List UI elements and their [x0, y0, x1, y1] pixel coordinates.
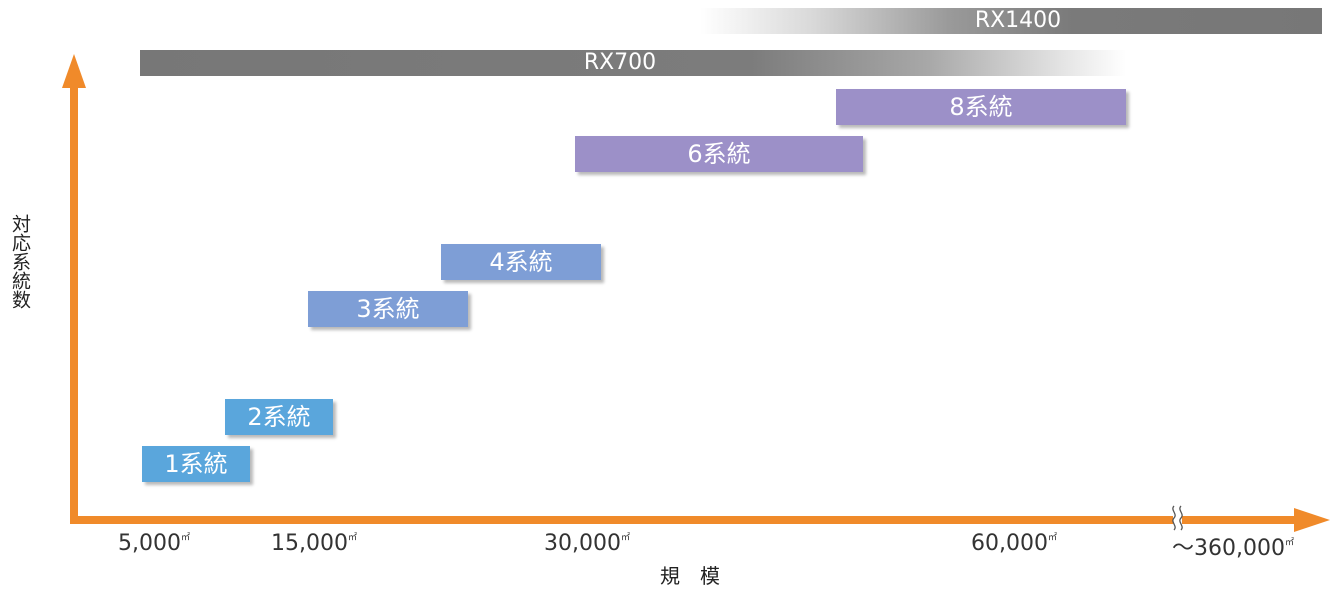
rx1400-range-bar: RX1400 [700, 8, 1322, 34]
x-tick-60000-unit: ㎡ [1047, 533, 1057, 543]
rx700-range-bar: RX700 [140, 50, 1126, 76]
x-tick-30000-value: 30,000 [544, 531, 621, 556]
x-tick-60000: 60,000㎡ [971, 530, 1057, 556]
x-axis-title: 規模 [660, 564, 740, 588]
system-box-1: 1系統 [142, 446, 250, 482]
x-axis-line [70, 516, 1298, 524]
x-tick-5000-unit: ㎡ [180, 533, 190, 543]
x-tick-30000-unit: ㎡ [620, 533, 630, 543]
x-tick-30000: 30,000㎡ [544, 530, 630, 556]
x-tick-60000-value: 60,000 [971, 531, 1048, 556]
axis-break-icon [1172, 505, 1183, 534]
system-box-6: 6系統 [575, 136, 863, 172]
system-box-8: 8系統 [836, 89, 1126, 125]
rx1400-label: RX1400 [974, 8, 1062, 33]
x-tick-360000-value: ～360,000 [1172, 536, 1285, 561]
x-tick-15000-value: 15,000 [271, 531, 348, 556]
y-axis-arrow-icon [62, 54, 86, 88]
x-tick-15000: 15,000㎡ [271, 530, 357, 556]
x-tick-5000-value: 5,000 [118, 531, 181, 556]
system-box-2: 2系統 [225, 399, 333, 435]
system-box-4: 4系統 [441, 244, 601, 280]
x-tick-15000-unit: ㎡ [347, 533, 357, 543]
y-axis-line [70, 78, 78, 524]
rx700-label: RX700 [583, 50, 657, 75]
x-axis-arrow-icon [1294, 508, 1330, 532]
x-tick-360000: ～360,000㎡ [1172, 530, 1294, 562]
x-tick-360000-unit: ㎡ [1284, 538, 1294, 548]
x-tick-5000: 5,000㎡ [118, 530, 190, 556]
system-box-3: 3系統 [308, 291, 468, 327]
y-axis-title: 対応系統数 [9, 214, 31, 309]
